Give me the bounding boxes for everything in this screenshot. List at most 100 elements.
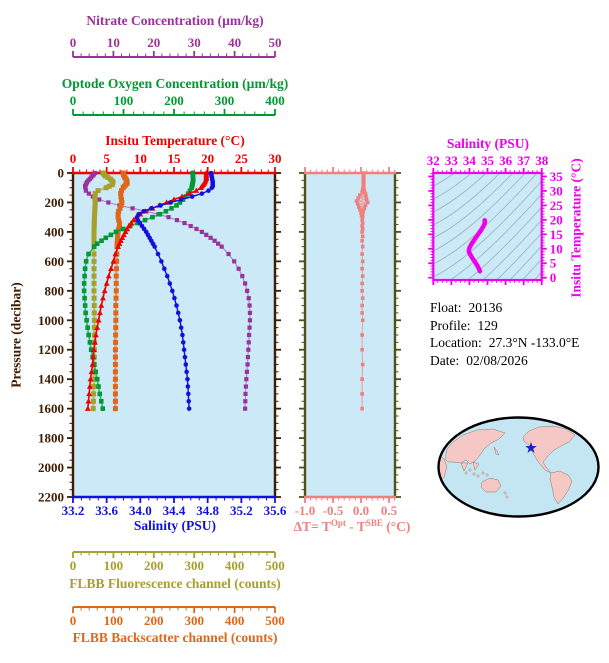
svg-text:5: 5 [103, 151, 110, 166]
svg-text:0: 0 [70, 613, 77, 628]
svg-text:2000: 2000 [38, 460, 64, 475]
world-map [437, 416, 600, 518]
backscatter-axis: 0 100 200 300 400 500 [70, 606, 285, 628]
svg-text:20: 20 [550, 212, 563, 227]
svg-text:200: 200 [45, 195, 65, 210]
svg-text:1600: 1600 [38, 401, 64, 416]
svg-text:1200: 1200 [38, 342, 64, 357]
series-temperature [84, 169, 210, 411]
backscatter-axis-title: FLBB Backscatter channel (counts) [72, 630, 278, 645]
location-line: Location: 27.3°N -133.0°E [430, 335, 580, 350]
svg-text:20: 20 [201, 151, 214, 166]
ts-salinity-axis-title: Salinity (PSU) [446, 136, 530, 151]
svg-text:2200: 2200 [38, 490, 64, 505]
fluorescence-axis-title: FLBB Fluorescence channel (counts) [69, 576, 281, 591]
svg-text:34: 34 [463, 153, 477, 168]
oxygen-axis: 0 100 200 300 400 [70, 93, 285, 116]
svg-text:500: 500 [265, 613, 285, 628]
float-id-line: Float: 20136 [430, 300, 503, 315]
svg-text:300: 300 [184, 613, 204, 628]
svg-text:0.0: 0.0 [353, 503, 369, 518]
svg-text:200: 200 [164, 93, 184, 108]
svg-text:0: 0 [70, 35, 77, 50]
svg-text:0: 0 [58, 166, 65, 181]
svg-text:300: 300 [215, 93, 235, 108]
svg-text:0: 0 [70, 558, 77, 573]
svg-text:20: 20 [147, 35, 160, 50]
svg-text:50: 50 [269, 35, 282, 50]
svg-text:0.5: 0.5 [381, 503, 398, 518]
svg-text:-1.0: -1.0 [295, 503, 316, 518]
svg-text:400: 400 [225, 613, 245, 628]
svg-text:200: 200 [144, 558, 164, 573]
svg-text:38: 38 [535, 153, 549, 168]
svg-text:100: 100 [114, 93, 134, 108]
series-nitrate [83, 170, 253, 411]
svg-text:1800: 1800 [38, 431, 64, 446]
float-location-star [525, 442, 537, 453]
float-info: Float: 20136 Profile: 129 Location: 27.3°N … [430, 299, 579, 369]
svg-text:1000: 1000 [38, 313, 64, 328]
svg-text:33: 33 [445, 153, 459, 168]
svg-text:0: 0 [70, 93, 77, 108]
svg-text:30: 30 [550, 183, 563, 198]
svg-text:400: 400 [265, 93, 285, 108]
svg-text:36: 36 [499, 153, 513, 168]
svg-text:34.8: 34.8 [196, 503, 219, 518]
salinity-axis-title: Salinity (PSU) [133, 518, 217, 533]
svg-text:0: 0 [70, 151, 77, 166]
svg-text:35.6: 35.6 [264, 503, 287, 518]
ts-curve [466, 218, 488, 274]
nitrate-axis: 0 10 20 30 40 50 [70, 35, 282, 58]
date-line: Date: 02/08/2026 [430, 352, 528, 368]
pressure-axis-title: Pressure (decibar) [8, 282, 24, 388]
svg-text:500: 500 [265, 558, 285, 573]
delta-t-panel: -1.0 -0.5 0.0 0.5 [295, 167, 401, 518]
svg-text:300: 300 [184, 558, 204, 573]
main-profile-plot [73, 173, 275, 497]
svg-text:25: 25 [235, 151, 249, 166]
series-oxygen [81, 170, 196, 411]
continents [439, 424, 588, 505]
svg-text:32: 32 [427, 153, 440, 168]
svg-text:25: 25 [550, 198, 564, 213]
nitrate-axis-title: Nitrate Concentration (µm/kg) [86, 13, 264, 28]
svg-text:15: 15 [168, 151, 182, 166]
fluorescence-axis: 0 100 200 300 400 500 [70, 551, 285, 573]
oxygen-axis-title: Optode Oxygen Concentration (µm/kg) [61, 76, 289, 91]
svg-text:800: 800 [45, 283, 65, 298]
series-salinity [134, 170, 216, 411]
svg-text:37: 37 [517, 153, 531, 168]
svg-text:5: 5 [550, 256, 557, 271]
svg-text:100: 100 [104, 558, 124, 573]
delta-t-axis-title: ΔT= TOpt - TSBE (°C) [293, 518, 411, 534]
svg-text:600: 600 [45, 254, 65, 269]
svg-text:35.2: 35.2 [230, 503, 253, 518]
svg-text:33.2: 33.2 [62, 503, 85, 518]
ts-temperature-axis-title: Insitu Temperature (°C) [568, 158, 584, 298]
svg-text:400: 400 [225, 558, 245, 573]
svg-text:40: 40 [228, 35, 241, 50]
svg-text:34.4: 34.4 [163, 503, 186, 518]
svg-text:-0.5: -0.5 [323, 503, 344, 518]
svg-text:33.6: 33.6 [95, 503, 118, 518]
svg-text:0: 0 [550, 270, 557, 285]
svg-text:35: 35 [550, 169, 564, 184]
svg-text:30: 30 [188, 35, 201, 50]
svg-text:10: 10 [550, 241, 563, 256]
svg-text:15: 15 [550, 227, 564, 242]
svg-text:34.0: 34.0 [129, 503, 152, 518]
svg-text:100: 100 [104, 613, 124, 628]
svg-text:10: 10 [134, 151, 147, 166]
temperature-axis-title: Insitu Temperature (°C) [105, 133, 245, 148]
svg-text:10: 10 [107, 35, 120, 50]
profile-line: Profile: 129 [430, 317, 498, 333]
svg-text:30: 30 [269, 151, 282, 166]
svg-text:1400: 1400 [38, 372, 64, 387]
svg-text:400: 400 [45, 224, 65, 239]
svg-text:200: 200 [144, 613, 164, 628]
ts-density-contours [433, 173, 542, 280]
